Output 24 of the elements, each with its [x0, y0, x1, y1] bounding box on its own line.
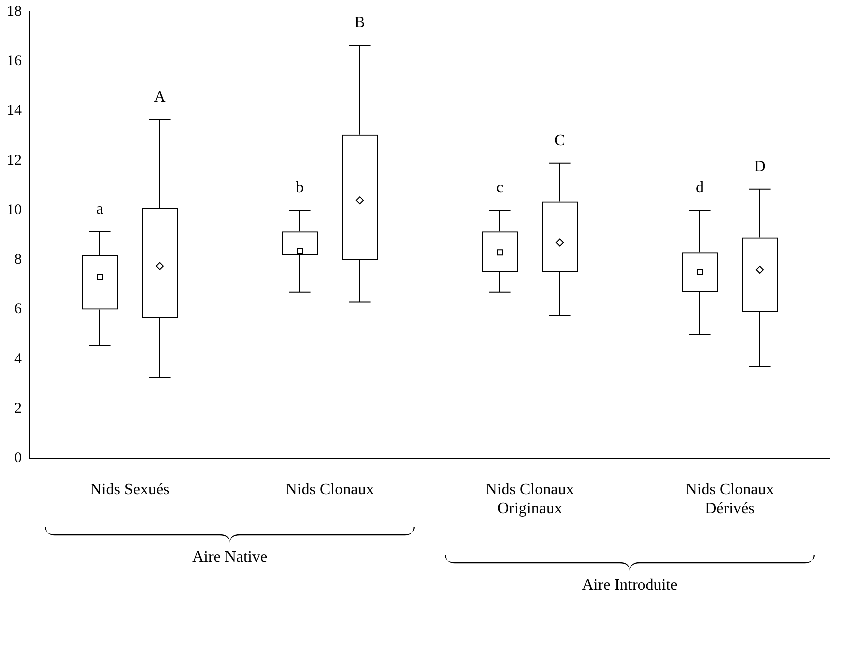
annotation: A: [154, 89, 166, 106]
y-tick-label: 0: [14, 450, 22, 467]
y-tick-label: 8: [14, 252, 22, 268]
y-tick-label: 18: [7, 4, 22, 20]
annotation: D: [754, 158, 766, 176]
text: Aire Introduite: [582, 576, 678, 595]
annotation: d: [696, 180, 704, 197]
y-tick-label: 16: [7, 54, 22, 70]
y-tick-label: 14: [7, 103, 22, 120]
y-tick-label: 6: [14, 302, 22, 318]
x-tick-label: Nids Clonaux Originaux: [486, 481, 574, 518]
x-tick-label: Nids Clonaux: [286, 481, 374, 498]
annotation: B: [354, 14, 366, 32]
annotation: a: [96, 200, 104, 218]
y-tick-label: 12: [7, 152, 22, 169]
text: Aire Native: [192, 548, 268, 567]
x-tick-label: Nids Sexués: [90, 481, 170, 498]
annotation: c: [496, 180, 504, 197]
y-tick-label: 10: [7, 202, 22, 218]
annotation: b: [296, 180, 304, 197]
y-tick-label: 2: [14, 400, 22, 417]
x-tick-label: Nids Clonaux Dérivés: [686, 481, 774, 518]
annotation: C: [554, 132, 566, 150]
y-tick-label: 4: [14, 351, 22, 368]
